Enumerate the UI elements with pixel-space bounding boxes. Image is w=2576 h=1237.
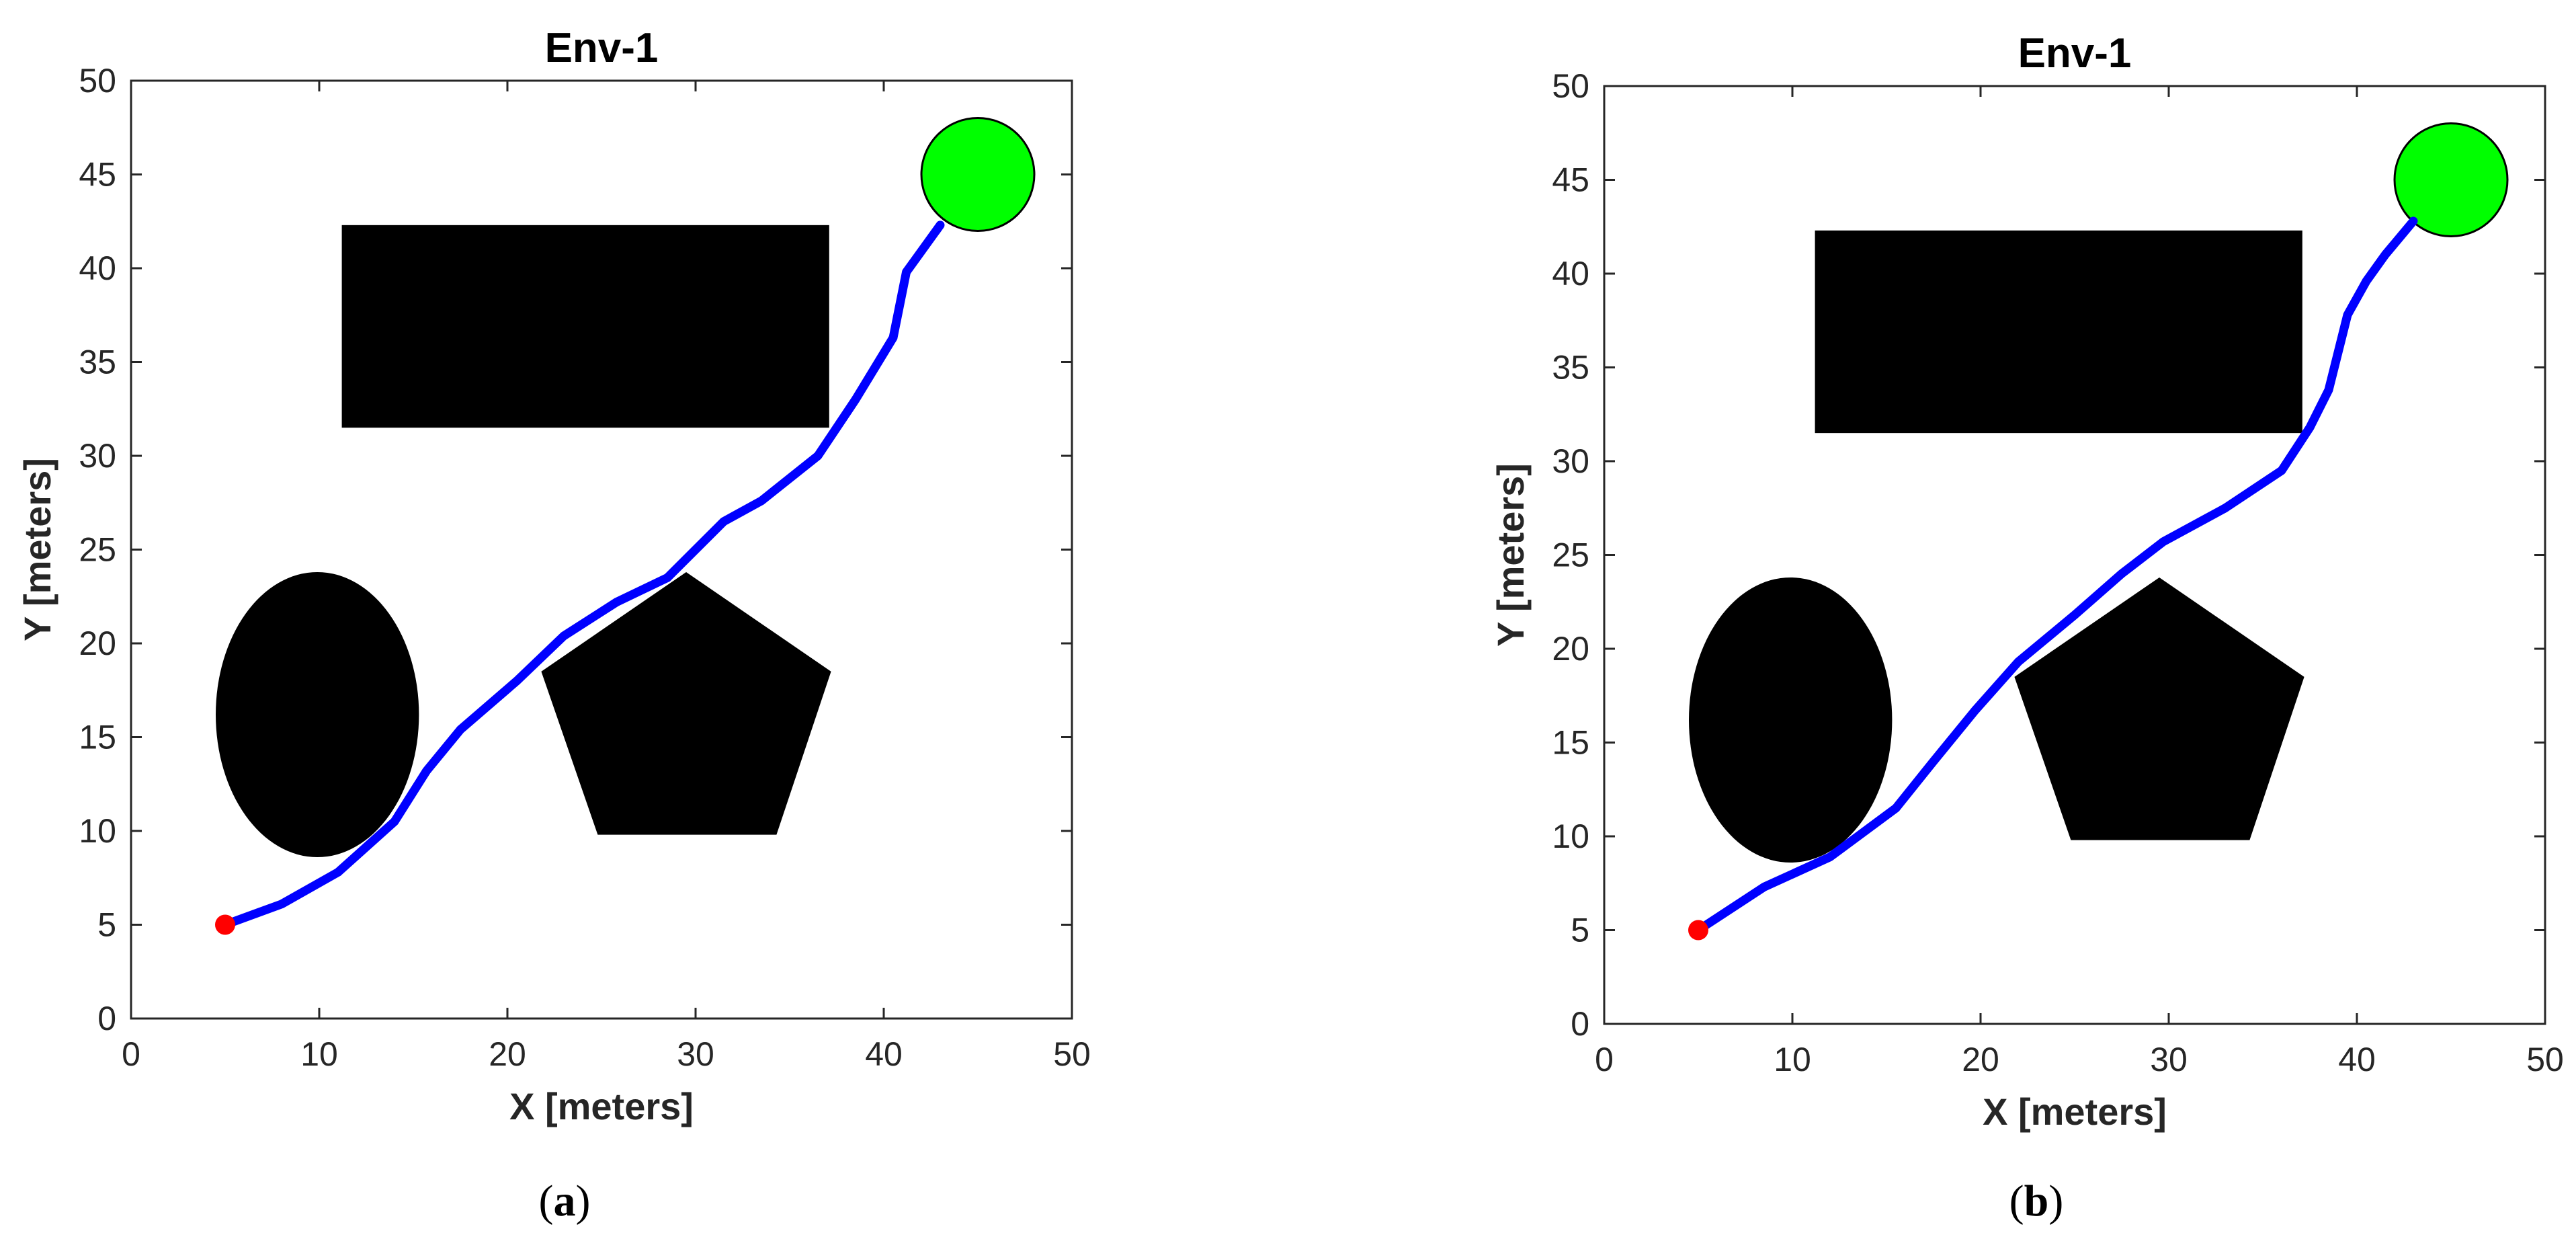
y-tick-label: 35 <box>79 344 116 381</box>
y-tick-label: 40 <box>79 249 116 287</box>
x-tick-label: 40 <box>865 1035 903 1073</box>
ellipse-obstacle <box>216 571 419 858</box>
x-tick-label: 50 <box>1053 1035 1091 1073</box>
chart-title: Env-1 <box>545 25 659 71</box>
goal-circle <box>920 117 1036 232</box>
caption-open-paren: ( <box>2009 1176 2024 1226</box>
y-tick-label: 25 <box>1552 536 1589 574</box>
y-tick-label: 20 <box>1552 630 1589 668</box>
y-tick-label: 45 <box>1552 161 1589 199</box>
x-tick-label: 0 <box>122 1035 140 1073</box>
y-tick-label: 50 <box>1552 67 1589 105</box>
x-tick-label: 10 <box>300 1035 338 1073</box>
caption-close-paren: ) <box>2048 1176 2063 1226</box>
x-tick-label: 10 <box>1774 1041 1811 1078</box>
y-tick-label: 10 <box>1552 817 1589 855</box>
x-axis-label: X [meters] <box>509 1085 694 1127</box>
subfigure-caption: (b) <box>2009 1176 2064 1226</box>
y-tick-label: 15 <box>79 719 116 756</box>
subfigure-caption: (a) <box>539 1176 591 1226</box>
path-line <box>1694 216 2418 934</box>
y-tick-label: 45 <box>79 156 116 194</box>
y-tick-label: 20 <box>79 625 116 662</box>
y-tick-label: 0 <box>97 1000 116 1037</box>
start-point <box>1688 920 1708 941</box>
caption-open-paren: ( <box>539 1176 554 1226</box>
x-axis-label: X [meters] <box>1983 1090 2167 1133</box>
panel-a: 0 10 20 30 40 50 0 5 10 15 20 25 30 35 40 45 50 Env-1 X [m… <box>16 25 1091 1226</box>
y-tick-label: 30 <box>1552 442 1589 480</box>
ellipse-obstacle <box>1689 577 1893 863</box>
x-tick-label: 30 <box>677 1035 714 1073</box>
y-tick-label: 35 <box>1552 349 1589 387</box>
caption-letter: b <box>2024 1176 2049 1226</box>
pentagon-obstacle <box>2014 577 2304 840</box>
y-tick-label: 10 <box>79 812 116 850</box>
rectangle-obstacle <box>1815 230 2302 434</box>
y-tick-label: 25 <box>79 531 116 569</box>
rectangle-obstacle <box>341 225 829 428</box>
x-tick-label: 20 <box>1962 1041 1999 1078</box>
path-line <box>220 221 945 929</box>
caption-letter: a <box>554 1176 576 1226</box>
pentagon-obstacle <box>541 571 831 835</box>
caption-close-paren: ) <box>576 1176 591 1226</box>
y-tick-label: 15 <box>1552 724 1589 762</box>
x-tick-label: 30 <box>2150 1041 2188 1078</box>
panel-b: 0 10 20 30 40 50 0 5 10 15 20 25 30 35 40 45 50 Env-1 X [m… <box>1489 30 2564 1226</box>
y-tick-label: 5 <box>1571 912 1589 949</box>
chart-title: Env-1 <box>2018 30 2132 77</box>
x-tick-label: 50 <box>2526 1041 2564 1078</box>
x-tick-label: 20 <box>489 1035 526 1073</box>
y-tick-label: 0 <box>1571 1005 1589 1043</box>
y-axis-label: Y [meters] <box>1489 463 1532 647</box>
y-tick-label: 40 <box>1552 255 1589 292</box>
y-axis-label: Y [meters] <box>16 458 58 641</box>
x-tick-label: 0 <box>1595 1041 1614 1078</box>
goal-circle <box>2393 122 2509 237</box>
start-point <box>215 914 235 935</box>
plot-area <box>130 79 1073 1020</box>
y-tick-label: 30 <box>79 437 116 475</box>
x-tick-label: 40 <box>2338 1041 2376 1078</box>
y-tick-label: 50 <box>79 62 116 99</box>
y-tick-label: 5 <box>97 906 116 944</box>
